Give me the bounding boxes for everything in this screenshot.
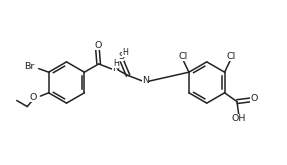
Text: S: S bbox=[118, 52, 124, 61]
Text: O: O bbox=[250, 94, 258, 103]
Text: O: O bbox=[94, 41, 102, 50]
Text: Cl: Cl bbox=[226, 52, 235, 61]
Text: N: N bbox=[112, 64, 119, 73]
Text: OH: OH bbox=[232, 114, 246, 123]
Text: N: N bbox=[142, 76, 149, 85]
Text: H: H bbox=[122, 49, 128, 57]
Text: Br: Br bbox=[24, 62, 35, 71]
Text: H: H bbox=[113, 59, 119, 68]
Text: O: O bbox=[29, 93, 36, 102]
Text: Cl: Cl bbox=[179, 52, 188, 61]
